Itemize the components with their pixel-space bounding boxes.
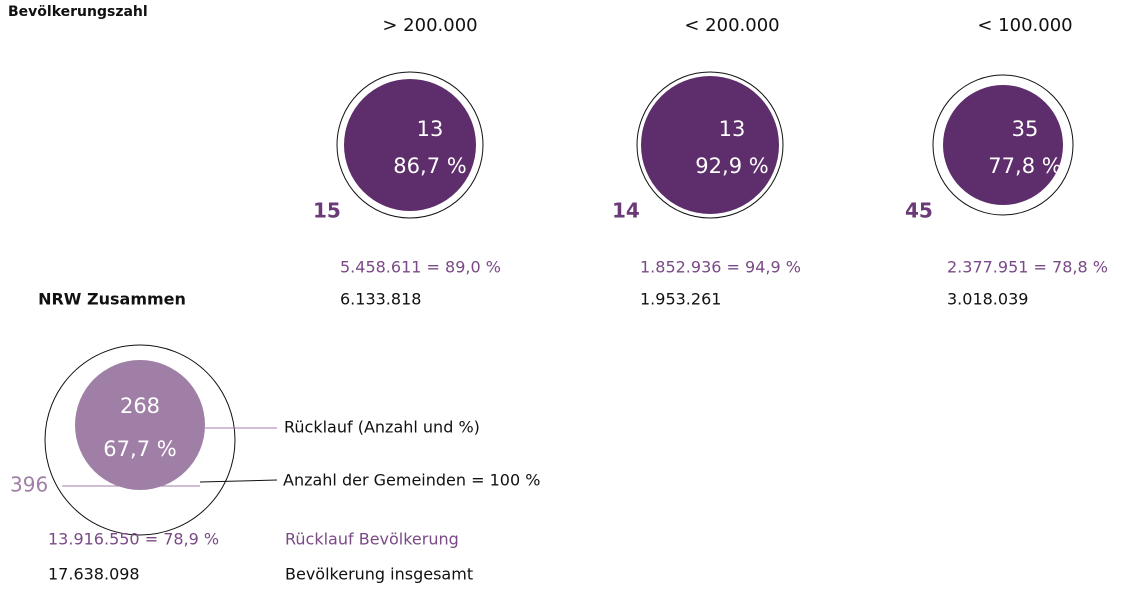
percent: 77,8 % <box>988 154 1061 178</box>
inner-circle <box>75 360 205 490</box>
outer-circle <box>932 74 1074 216</box>
population-returned: 2.377.951 = 78,8 % <box>947 258 1108 277</box>
leader-line <box>199 479 278 483</box>
count: 396 <box>10 473 48 497</box>
title: Bevölkerungszahl <box>8 4 148 20</box>
population-total: 17.638.098 <box>48 565 140 584</box>
outer-circle <box>44 344 236 536</box>
percent: 86,7 % <box>393 154 466 178</box>
population-returned: 13.916.550 = 78,9 % <box>48 530 219 549</box>
inner-circle <box>344 79 476 211</box>
population-total: 3.018.039 <box>947 290 1028 309</box>
outer-circle <box>336 71 484 219</box>
legend-return: Rücklauf (Anzahl und %) <box>284 418 480 437</box>
percent: 67,7 % <box>103 437 176 461</box>
population-returned: 1.852.936 = 94,9 % <box>640 258 801 277</box>
returned: 13 <box>719 117 746 141</box>
legend-count: Anzahl der Gemeinden = 100 % <box>283 471 540 490</box>
population-total: 1.953.261 <box>640 290 721 309</box>
group-heading: < 100.000 <box>977 15 1072 36</box>
count: 45 <box>905 199 933 223</box>
percent: 92,9 % <box>695 154 768 178</box>
population-total: 6.133.818 <box>340 290 421 309</box>
count: 14 <box>612 199 640 223</box>
outer-circle <box>636 71 784 219</box>
returned: 35 <box>1012 117 1039 141</box>
total-heading: NRW Zusammen <box>38 290 186 309</box>
returned: 13 <box>417 117 444 141</box>
legend-population-total: Bevölkerung insgesamt <box>285 565 473 584</box>
group-heading: < 200.000 <box>684 15 779 36</box>
population-returned: 5.458.611 = 89,0 % <box>340 258 501 277</box>
inner-circle <box>641 76 779 214</box>
inner-circle <box>943 85 1063 205</box>
returned: 268 <box>120 394 160 418</box>
group-heading: > 200.000 <box>382 15 477 36</box>
count: 15 <box>313 199 341 223</box>
legend-population-return: Rücklauf Bevölkerung <box>285 530 459 549</box>
